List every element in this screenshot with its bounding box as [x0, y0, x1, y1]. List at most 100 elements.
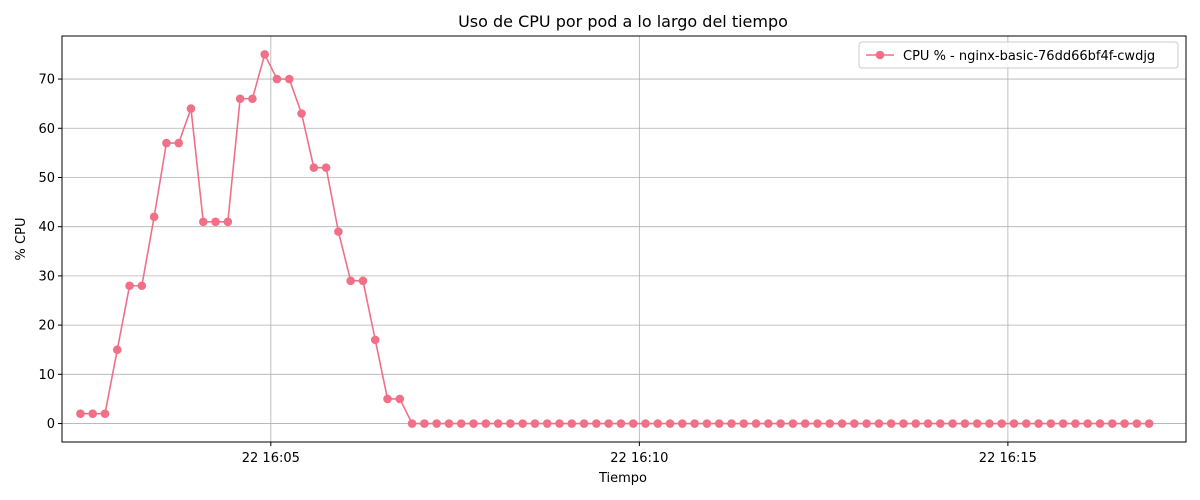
y-axis-label: % CPU	[14, 218, 29, 261]
data-point	[1046, 419, 1056, 428]
series-layer	[76, 50, 1154, 428]
data-point	[714, 419, 724, 428]
data-point	[788, 419, 798, 428]
y-tick-label: 20	[38, 319, 55, 334]
grid-lines	[62, 36, 1186, 442]
legend-marker-swatch	[875, 50, 885, 60]
data-point	[604, 419, 613, 428]
y-tick-label: 40	[38, 220, 55, 235]
data-point	[88, 409, 98, 419]
chart-title: Uso de CPU por pod a lo largo del tiempo	[458, 12, 788, 31]
data-point	[641, 419, 650, 428]
data-point	[1071, 419, 1080, 428]
data-point	[899, 419, 908, 428]
data-point	[284, 74, 294, 84]
data-point	[727, 419, 736, 428]
data-point	[702, 419, 712, 428]
y-tick-label: 30	[38, 269, 55, 284]
data-point	[1083, 419, 1093, 428]
data-point	[985, 419, 994, 428]
data-point	[948, 419, 957, 428]
data-point	[960, 419, 970, 428]
data-point	[616, 419, 626, 428]
data-point	[739, 419, 749, 428]
data-point	[469, 419, 478, 428]
data-point	[1144, 419, 1154, 428]
legend-label: CPU % - nginx-basic-76dd66bf4f-cwdjg	[903, 49, 1155, 64]
y-tick-label: 0	[47, 417, 55, 432]
data-point	[383, 394, 392, 404]
series-line	[80, 53, 1150, 425]
data-point	[248, 94, 257, 104]
data-point	[1132, 419, 1142, 428]
data-point	[530, 419, 540, 428]
data-point	[776, 419, 785, 428]
data-point	[690, 419, 699, 428]
data-point	[1009, 419, 1019, 428]
data-point	[1022, 419, 1031, 428]
plot-frame	[61, 35, 1187, 443]
data-point	[800, 419, 810, 428]
data-point	[911, 419, 921, 428]
data-point	[825, 419, 835, 428]
data-point	[555, 419, 564, 428]
axis-ticks: 0 10 20 30 40 50 60 70 22 16:05 22 16:10 22 16:15	[38, 73, 1036, 466]
data-point	[334, 227, 343, 236]
data-point	[297, 109, 306, 118]
data-point	[567, 419, 577, 428]
data-point	[862, 419, 871, 428]
y-tick-label: 60	[38, 122, 55, 137]
data-point	[886, 419, 896, 428]
data-point	[186, 104, 196, 113]
data-point	[1108, 419, 1117, 428]
data-point	[837, 419, 847, 428]
data-point	[100, 409, 110, 419]
data-point	[456, 419, 466, 428]
data-point	[1034, 419, 1043, 428]
x-axis-label: Tiempo	[598, 471, 647, 486]
data-point	[628, 419, 638, 428]
data-point	[211, 217, 220, 227]
data-point	[1058, 419, 1068, 428]
data-point	[198, 217, 208, 227]
data-point	[125, 281, 134, 291]
data-point	[358, 276, 368, 286]
y-tick-label: 50	[38, 171, 55, 186]
data-point	[579, 419, 589, 428]
data-point	[137, 281, 147, 291]
data-point	[174, 138, 183, 148]
data-point	[432, 419, 441, 428]
data-point	[751, 419, 761, 428]
data-point	[936, 419, 945, 428]
data-point	[653, 419, 663, 428]
data-point	[149, 212, 159, 222]
data-point	[493, 419, 503, 428]
data-point	[481, 419, 491, 428]
y-tick-label: 70	[38, 73, 55, 88]
data-point	[420, 419, 429, 428]
data-point	[1095, 419, 1105, 428]
data-point	[235, 94, 245, 104]
data-point	[395, 394, 405, 404]
data-point	[813, 419, 822, 428]
data-point	[518, 419, 527, 428]
data-point	[260, 50, 269, 59]
data-point	[923, 419, 933, 428]
data-point	[1120, 419, 1129, 428]
data-point	[850, 419, 859, 428]
data-point	[272, 74, 282, 84]
data-point	[370, 335, 380, 345]
data-point	[223, 217, 233, 227]
data-point	[506, 419, 515, 428]
data-point	[972, 419, 982, 428]
x-tick-label: 22 16:05	[242, 451, 300, 466]
data-point	[665, 419, 675, 428]
data-point	[444, 419, 454, 428]
data-point	[76, 409, 85, 419]
data-point	[874, 419, 884, 428]
x-tick-label: 22 16:15	[979, 451, 1037, 466]
data-point	[592, 419, 601, 428]
data-point	[321, 163, 331, 172]
legend: CPU % - nginx-basic-76dd66bf4f-cwdjg	[858, 41, 1179, 69]
